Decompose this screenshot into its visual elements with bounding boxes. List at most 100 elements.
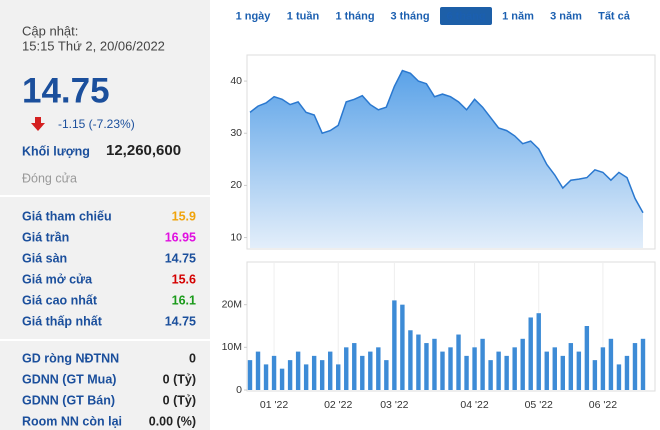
y-tick-label: 40 — [230, 75, 242, 87]
x-tick-label: 05 '22 — [525, 399, 553, 411]
row-label: Giá thấp nhất — [22, 314, 103, 328]
row-label: Giá cao nhất — [22, 293, 98, 307]
range-button[interactable]: 1 năm — [502, 10, 534, 22]
foreign-label: GDNN (GT Bán) — [22, 393, 115, 407]
x-tick-label: 02 '22 — [324, 399, 352, 411]
volume-bar — [416, 334, 421, 390]
price-area — [250, 70, 643, 248]
row-value: 14.75 — [165, 314, 196, 328]
volume-bar — [311, 355, 317, 390]
volume-bar — [584, 326, 590, 390]
volume-bar — [344, 347, 349, 390]
volume-bar — [368, 351, 373, 390]
volume-bar — [616, 364, 622, 390]
volume-bar — [255, 351, 261, 390]
volume-label: Khối lượng — [22, 144, 90, 158]
volume-bar — [440, 351, 445, 390]
volume-bar — [392, 300, 397, 390]
updated-label: Cập nhật: — [22, 23, 78, 38]
foreign-value: 0.00 (%) — [149, 414, 196, 428]
volume-bar — [263, 364, 269, 390]
foreign-label: GD ròng NĐTNN — [22, 351, 119, 365]
volume-bar — [408, 330, 413, 390]
volume-bar — [319, 360, 325, 390]
foreign-value: 0 — [189, 351, 196, 365]
volume-bar — [424, 343, 429, 390]
volume-bar — [464, 355, 469, 390]
volume-bar — [624, 355, 630, 390]
row-value: 14.75 — [165, 251, 196, 265]
y-tick-label: 30 — [230, 127, 242, 139]
volume-bar — [271, 355, 277, 390]
active-button-bg[interactable] — [440, 7, 492, 25]
charts: 10 20 30 40 0 10M 20M 01 '22 02 '22 03 '22 04 '22 0… — [222, 69, 646, 411]
range-button[interactable]: 6 tháng — [446, 10, 485, 22]
row-label: Giá sàn — [22, 251, 67, 265]
volume-bar — [472, 347, 477, 390]
range-button[interactable]: 1 ngày — [236, 10, 272, 22]
range-button[interactable]: 3 năm — [550, 10, 582, 22]
range-button[interactable]: Tất cả — [598, 10, 631, 22]
volume-bar — [336, 364, 341, 390]
volume-bar — [287, 360, 293, 390]
row-value: 15.9 — [172, 209, 196, 223]
y-tick-label: 20 — [230, 179, 242, 191]
info-panel — [0, 0, 210, 430]
volume: 12,260,600 — [106, 142, 181, 159]
volume-bar — [303, 364, 309, 390]
volume-bar — [456, 334, 461, 390]
volume-frame — [246, 261, 656, 392]
volume-bar — [448, 347, 453, 390]
range-buttons: 1 ngày 1 tuần 1 tháng 3 tháng 6 tháng 1 năm 3 … — [236, 7, 631, 25]
row-label: Giá trần — [22, 230, 69, 244]
volume-bar — [576, 351, 582, 390]
volume-bar — [432, 338, 437, 390]
volume-bar — [568, 343, 574, 390]
price-frame — [246, 54, 656, 250]
y-tick-label: 10 — [230, 231, 242, 243]
volume-bar — [512, 347, 517, 390]
range-button[interactable]: 1 tháng — [335, 10, 374, 22]
volume-bar — [632, 343, 638, 390]
range-button[interactable]: 3 tháng — [390, 10, 429, 22]
row-label: Giá tham chiếu — [22, 209, 112, 223]
volume-bar — [640, 338, 646, 390]
change: -1.15 (-7.23%) — [58, 117, 135, 131]
volume-bar — [279, 368, 285, 390]
down-arrow — [31, 117, 45, 131]
volume-bar — [488, 360, 493, 390]
row-label: Giá mở cửa — [22, 272, 93, 286]
volume-bar — [592, 360, 598, 390]
volume-bar — [544, 351, 549, 390]
volume-bar — [327, 351, 333, 390]
foreign-value: 0 (Tỷ) — [163, 372, 196, 386]
volume-bar — [536, 313, 541, 390]
x-tick-label: 03 '22 — [380, 399, 408, 411]
volume-bar — [504, 355, 509, 390]
foreign-label: Room NN còn lại — [22, 414, 122, 428]
x-tick-label: 01 '22 — [260, 399, 288, 411]
y-tick-label: 0 — [236, 384, 242, 396]
status: Đóng cửa — [22, 171, 77, 185]
row-value: 16.95 — [165, 230, 196, 244]
x-tick-label: 06 '22 — [589, 399, 617, 411]
volume-bar — [400, 304, 405, 390]
volume-bar — [560, 355, 566, 390]
volume-bar — [247, 360, 253, 390]
volume-bar — [295, 351, 301, 390]
price-line — [249, 69, 644, 214]
volume-bar — [352, 343, 357, 390]
price: 14.75 — [22, 71, 110, 110]
row-value: 15.6 — [172, 272, 196, 286]
volume-bar — [520, 338, 525, 390]
volume-bar — [552, 347, 557, 390]
volume-bar — [384, 360, 389, 390]
range-button[interactable]: 1 tuần — [287, 10, 320, 22]
y-tick-label: 20M — [222, 298, 242, 310]
volume-bar — [528, 317, 533, 390]
volume-bar — [360, 355, 365, 390]
updated-time: 15:15 Thứ 2, 20/06/2022 — [22, 38, 165, 53]
y-tick-label: 10M — [222, 341, 242, 353]
row-value: 16.1 — [172, 293, 196, 307]
